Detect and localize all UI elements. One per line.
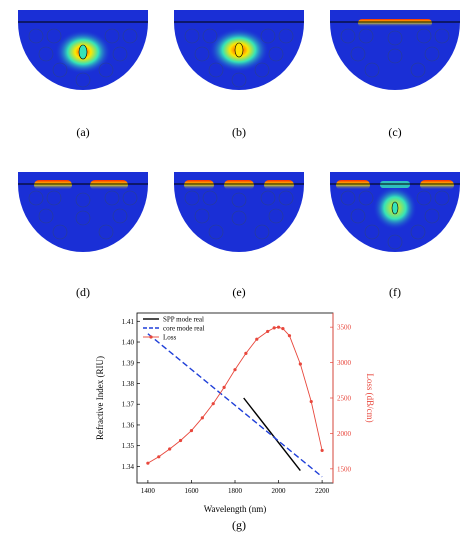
loss-point [189, 428, 194, 433]
y2-axis-label: Loss (dB/cm) [365, 373, 375, 422]
panel-label-f: (f) [389, 285, 401, 299]
panel-label-a: (a) [76, 125, 90, 139]
field-panel-f [328, 170, 462, 254]
legend-label-spp: SPP mode real [163, 316, 204, 324]
loss-point [200, 416, 204, 420]
loss-point [266, 329, 270, 334]
loss-point [222, 385, 226, 389]
legend-label-core: core mode real [163, 325, 205, 333]
y-tick-label: 1.35 [122, 442, 135, 450]
panel-label-c: (c) [388, 125, 402, 139]
loss-point [211, 402, 215, 406]
series-spp-mode-line [243, 397, 301, 471]
field-panel-c [328, 8, 462, 92]
loss-point [146, 461, 150, 465]
y2-tick-label: 1500 [337, 465, 352, 473]
y-tick-label: 1.39 [122, 359, 135, 367]
y2-tick-label: 2000 [337, 430, 352, 438]
y2-tick-label: 3500 [337, 324, 352, 332]
y-axis-label: Refractive Index (RIU) [95, 356, 105, 440]
loss-point [255, 337, 259, 341]
loss-point [178, 438, 183, 443]
panel-label-b: (b) [232, 125, 246, 139]
panel-label-g: (g) [232, 518, 246, 532]
loss-point [309, 399, 313, 404]
loss-point [281, 326, 285, 331]
x-tick-label: 1400 [141, 487, 156, 495]
y2-tick-label: 3000 [337, 359, 352, 367]
series-core-mode-line [147, 333, 323, 478]
loss-point [298, 362, 302, 366]
y-tick-label: 1.34 [122, 463, 135, 471]
loss-point [320, 448, 324, 453]
field-panel-d [16, 170, 150, 254]
loss-point [272, 326, 276, 330]
loss-point [287, 334, 292, 338]
y2-tick-label: 2500 [337, 395, 352, 403]
x-tick-label: 2200 [315, 487, 330, 495]
legend-label-loss: Loss [163, 334, 177, 342]
x-axis-label: Wavelength (nm) [204, 504, 267, 514]
y-tick-label: 1.41 [122, 318, 135, 326]
chart-svg: 1400 1600 1800 2000 2200 1.34 1.35 1.36 1.37 1.38… [95, 312, 375, 514]
loss-point [168, 447, 172, 451]
loss-point [233, 368, 237, 372]
x-tick-label: 1800 [228, 487, 243, 495]
field-panel-a [16, 8, 150, 92]
x-tick-label: 2000 [272, 487, 287, 495]
chart-g: 1400 1600 1800 2000 2200 1.34 1.35 1.36 1.37 1.38… [95, 305, 375, 522]
y-tick-label: 1.37 [122, 401, 135, 409]
series-loss-line [147, 326, 323, 464]
loss-point [244, 351, 248, 355]
panel-label-d: (d) [76, 285, 90, 299]
x-tick-label: 1600 [184, 487, 199, 495]
field-panel-b [172, 8, 306, 92]
y-tick-label: 1.36 [122, 421, 135, 429]
loss-point [157, 455, 161, 459]
panel-label-e: (e) [232, 285, 246, 299]
legend-marker-loss [149, 335, 153, 339]
y-tick-label: 1.38 [122, 380, 135, 388]
y-tick-label: 1.40 [122, 339, 135, 347]
field-panel-e [172, 170, 306, 254]
loss-point [276, 325, 281, 329]
